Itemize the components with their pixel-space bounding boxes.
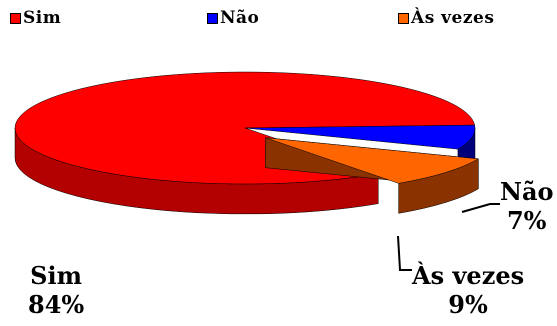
slice-label-as-vezes: Às vezes 9% — [412, 261, 525, 320]
leader-line-nao — [461, 203, 500, 213]
chart-legend: Sim Não Às vezes — [0, 8, 557, 36]
legend-swatch-sim — [10, 12, 21, 24]
slice-label-nao: Não 7% — [500, 177, 554, 236]
slice-nao-top — [244, 124, 476, 150]
legend-label-sim: Sim — [23, 8, 62, 28]
legend-item-sim: Sim — [10, 8, 61, 28]
slice-as-vezes-top — [265, 137, 480, 184]
slice-name-as-vezes: Às vezes — [412, 261, 525, 290]
slice-name-sim: Sim — [30, 261, 83, 290]
legend-item-nao: Não — [207, 8, 259, 28]
legend-label-nao: Não — [220, 8, 260, 28]
slice-value-sim: 84% — [28, 289, 85, 319]
legend-swatch-nao — [207, 12, 218, 24]
legend-swatch-as-vezes — [398, 12, 409, 24]
slice-name-nao: Não — [500, 177, 554, 206]
slice-sim-top — [14, 71, 475, 185]
slice-label-sim: Sim 84% — [28, 261, 85, 320]
legend-label-as-vezes: Às vezes — [411, 8, 495, 28]
slice-value-as-vezes: 9% — [448, 289, 488, 319]
leader-line-as-vezes — [397, 235, 412, 271]
legend-item-as-vezes: Às vezes — [398, 8, 494, 28]
slice-value-nao: 7% — [506, 205, 547, 235]
